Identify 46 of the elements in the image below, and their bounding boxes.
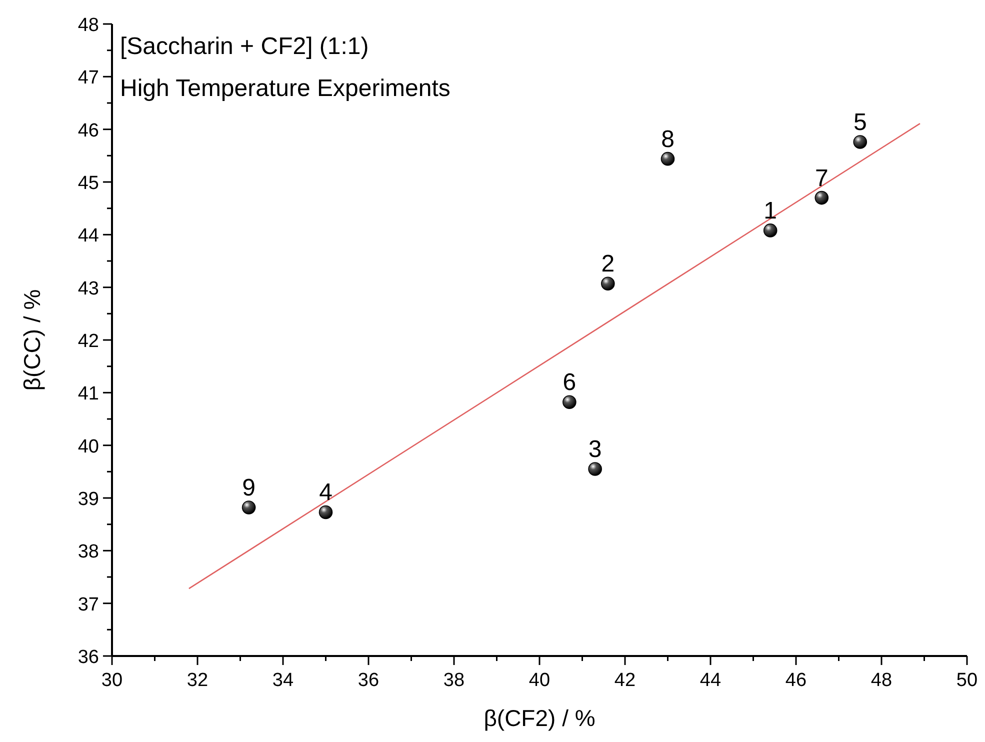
y-axis-title: β(CC) / % bbox=[19, 289, 45, 391]
x-tick-label: 32 bbox=[186, 670, 208, 691]
y-tick-label: 39 bbox=[78, 489, 99, 510]
point bbox=[763, 224, 778, 238]
point bbox=[601, 276, 615, 291]
y-tick-label: 43 bbox=[78, 278, 99, 300]
x-axis-title: β(CF2) / % bbox=[484, 705, 596, 731]
point bbox=[562, 395, 576, 410]
y-tick-label: 46 bbox=[78, 120, 99, 142]
y-tick-label: 36 bbox=[78, 647, 99, 668]
annotation: 9 bbox=[242, 474, 256, 502]
x-tick-label: 38 bbox=[443, 670, 465, 691]
x-tick-label: 46 bbox=[785, 670, 807, 691]
annotation: 3 bbox=[588, 436, 602, 464]
text: High Temperature Experiments bbox=[120, 75, 450, 102]
annotation: 4 bbox=[319, 479, 332, 506]
point bbox=[853, 135, 868, 149]
annotation: 6 bbox=[562, 369, 576, 396]
x-tick-label: 48 bbox=[870, 670, 892, 691]
chart-title: [Saccharin + CF2] (1:1) bbox=[120, 33, 369, 60]
y-tick-label: 37 bbox=[78, 594, 99, 616]
x-tick-label: 44 bbox=[700, 670, 722, 691]
x-tick-label: 42 bbox=[614, 670, 636, 691]
y-tick-label: 47 bbox=[78, 68, 99, 89]
y-tick-label: 48 bbox=[78, 15, 99, 36]
x-tick-label: 34 bbox=[272, 670, 294, 691]
point bbox=[318, 505, 333, 520]
x-tick-label: 36 bbox=[358, 670, 380, 691]
point bbox=[814, 190, 829, 205]
x-tick-label: 30 bbox=[101, 670, 123, 691]
point bbox=[588, 462, 602, 476]
y-tick-label: 42 bbox=[78, 331, 99, 352]
point bbox=[660, 152, 675, 166]
annotation: 2 bbox=[601, 250, 615, 278]
x-tick-label: 50 bbox=[956, 670, 978, 691]
y-tick-label: 45 bbox=[78, 173, 99, 194]
point bbox=[242, 500, 256, 514]
y-tick-label: 38 bbox=[78, 542, 99, 563]
y-tick-label: 44 bbox=[78, 226, 100, 247]
annotation: 5 bbox=[853, 108, 867, 136]
y-tick-label: 41 bbox=[78, 384, 99, 405]
x-tick-label: 40 bbox=[528, 670, 550, 691]
y-tick-label: 40 bbox=[78, 436, 99, 458]
annotation: 1 bbox=[764, 197, 778, 224]
annotation: 7 bbox=[814, 164, 828, 192]
annotation: 8 bbox=[661, 126, 674, 153]
